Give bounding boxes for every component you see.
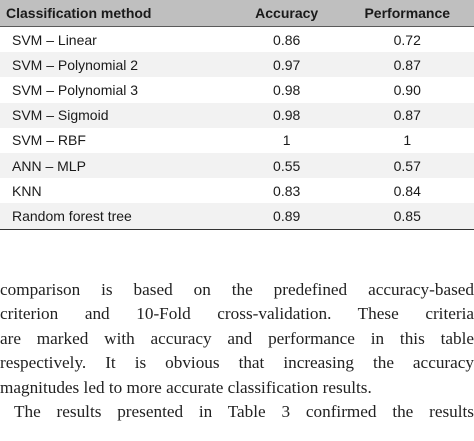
row-accuracy: 0.86: [232, 26, 341, 53]
paragraph-text: comparison is based on the predefined ac…: [0, 278, 474, 400]
table-row: SVM – Linear 0.86 0.72: [0, 26, 474, 53]
row-method: Random forest tree: [0, 203, 233, 230]
row-method: SVM – Polynomial 3: [0, 77, 233, 103]
paragraph-line: respectively. It is obvious that increas…: [0, 353, 474, 373]
row-accuracy: 0.55: [232, 152, 341, 179]
paragraph-line: The results presented in Table 3 confirm…: [14, 402, 474, 422]
row-method: SVM – Linear: [0, 26, 233, 53]
row-accuracy: 1: [232, 127, 341, 153]
row-method: KNN: [0, 178, 233, 204]
row-method: SVM – Polynomial 2: [0, 52, 233, 78]
row-performance: 0.87: [340, 102, 474, 128]
row-method: ANN – MLP: [0, 152, 233, 179]
header-performance: Performance: [340, 0, 474, 27]
row-accuracy: 0.89: [232, 203, 341, 230]
row-accuracy: 0.97: [232, 52, 341, 78]
body-paragraph: comparison is based on the predefined ac…: [0, 278, 474, 424]
results-table-container: Classification method Accuracy Performan…: [0, 0, 474, 230]
row-performance: 0.72: [340, 26, 474, 53]
paragraph-line: are marked with accuracy and performance…: [0, 328, 474, 348]
row-method: SVM – Sigmoid: [0, 102, 233, 128]
row-performance: 0.57: [340, 152, 474, 179]
table-header-row: Classification method Accuracy Performan…: [0, 0, 474, 27]
table-row: SVM – Polynomial 3 0.98 0.90: [0, 77, 474, 103]
results-table: Classification method Accuracy Performan…: [0, 0, 474, 230]
table-row: Random forest tree 0.89 0.85: [0, 203, 474, 230]
row-performance: 0.84: [340, 178, 474, 204]
header-classification-method: Classification method: [0, 0, 233, 27]
paragraph-next: The results presented in Table 3 confirm…: [0, 400, 474, 424]
paragraph-line: magnitudes led to more accurate classifi…: [0, 377, 372, 397]
table-row: KNN 0.83 0.84: [0, 178, 474, 204]
row-performance: 0.87: [340, 52, 474, 78]
table-row: SVM – Sigmoid 0.98 0.87: [0, 102, 474, 128]
row-accuracy: 0.83: [232, 178, 341, 204]
table-row: SVM – RBF 1 1: [0, 127, 474, 153]
paragraph-line: comparison is based on the predefined ac…: [0, 280, 474, 299]
row-accuracy: 0.98: [232, 102, 341, 128]
row-accuracy: 0.98: [232, 77, 341, 103]
row-performance: 0.85: [340, 203, 474, 230]
row-performance: 0.90: [340, 77, 474, 103]
header-accuracy: Accuracy: [232, 0, 341, 27]
row-performance: 1: [340, 127, 474, 153]
row-method: SVM – RBF: [0, 127, 233, 153]
table-row: ANN – MLP 0.55 0.57: [0, 152, 474, 179]
paragraph-line: criterion and 10-Fold cross-validation. …: [0, 304, 474, 324]
table-row: SVM – Polynomial 2 0.97 0.87: [0, 52, 474, 78]
